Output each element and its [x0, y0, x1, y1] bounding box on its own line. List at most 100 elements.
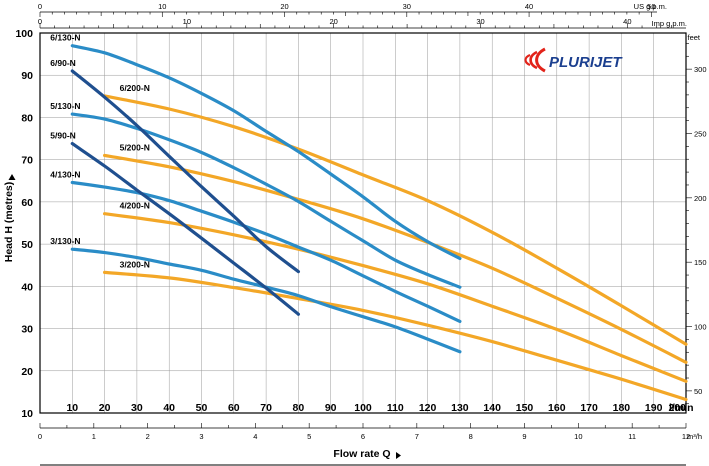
x-tick-label: 190	[645, 402, 663, 414]
us-gpm-tick-label: 0	[38, 2, 42, 11]
x-axis-title: Flow rate Q	[333, 448, 390, 460]
series-label-5-200-n: 5/200-N	[120, 142, 150, 152]
m3h-axis-label: m³/h	[687, 432, 702, 441]
y-tick-label: 30	[21, 324, 33, 336]
series-label-3-200-n: 3/200-N	[120, 259, 150, 269]
x-tick-label: 100	[354, 402, 372, 414]
x-tick-label: 110	[387, 402, 404, 414]
feet-tick-label: 300	[694, 65, 707, 74]
series-line-5-130-n	[70, 112, 462, 289]
imp-gpm-tick-label: 30	[476, 17, 484, 26]
y-tick-label: 10	[21, 408, 33, 420]
series-lines	[70, 44, 688, 402]
m3h-tick-label: 3	[199, 432, 203, 441]
x-tick-label: 20	[99, 402, 111, 414]
x-tick-label: 80	[293, 402, 305, 414]
series-label-6-130-n: 6/130-N	[50, 33, 80, 43]
logo-swoosh-middle-icon	[529, 50, 538, 70]
series-line-3-200-n	[103, 270, 688, 402]
feet-axis-label: feet	[687, 33, 700, 42]
x-tick-label: 200	[668, 402, 686, 414]
imp-gpm-tick-label: 0	[38, 17, 42, 26]
y-tick-label: 20	[21, 366, 33, 378]
y-axis-title: Head H (metres)	[3, 182, 15, 263]
us-gpm-tick-label: 20	[280, 2, 288, 11]
y-tick-label: 50	[21, 239, 33, 251]
m3h-tick-label: 2	[146, 432, 150, 441]
m3h-tick-label: 9	[522, 432, 526, 441]
imp-gpm-axis-label: Imp g.p.m.	[652, 19, 687, 28]
x-tick-label: 150	[516, 402, 534, 414]
m3h-tick-label: 5	[307, 432, 311, 441]
y-tick-label: 40	[21, 281, 33, 293]
series-line-6-130-n	[70, 44, 462, 261]
m3h-tick-label: 0	[38, 432, 42, 441]
y-axis-arrow-icon	[8, 174, 16, 180]
series-line-5-200-n	[103, 153, 688, 364]
imp-gpm-tick-label: 20	[330, 17, 338, 26]
us-gpm-tick-label: 30	[403, 2, 411, 11]
series-line-5-90-n	[70, 142, 300, 316]
series-label-5-90-n: 5/90-N	[50, 131, 76, 141]
x-axis-arrow-icon	[396, 452, 401, 459]
y-tick-label: 100	[15, 28, 33, 40]
m3h-tick-label: 10	[574, 432, 582, 441]
x-tick-label: 140	[483, 402, 501, 414]
x-tick-label: 90	[325, 402, 337, 414]
y-tick-label: 70	[21, 155, 33, 167]
m3h-tick-label: 7	[415, 432, 419, 441]
imp-gpm-tick-label: 10	[183, 17, 191, 26]
brand-name: PLURIJET	[549, 54, 623, 71]
feet-tick-label: 150	[694, 258, 707, 267]
x-tick-label: 130	[451, 402, 469, 414]
x-tick-label: 120	[419, 402, 437, 414]
x-tick-label: 180	[613, 402, 631, 414]
series-label-3-130-n: 3/130-N	[50, 236, 80, 246]
x-tick-label: 30	[131, 402, 143, 414]
axes	[39, 11, 692, 429]
m3h-tick-label: 4	[253, 432, 257, 441]
tick-labels: 10 20 30 40 50 60 70 80 90 100 110 120 130 140 150 160 1…	[15, 2, 706, 441]
series-label-5-130-n: 5/130-N	[50, 101, 80, 111]
x-tick-label: 170	[580, 402, 598, 414]
x-tick-label: 60	[228, 402, 240, 414]
feet-tick-label: 100	[694, 323, 707, 332]
m3h-tick-label: 11	[628, 432, 636, 441]
us-gpm-tick-label: 40	[525, 2, 533, 11]
series-label-4-130-n: 4/130-N	[50, 169, 80, 179]
plot-frame	[39, 32, 687, 414]
m3h-tick-label: 12	[682, 432, 690, 441]
x-unit-label: l/min	[669, 402, 694, 414]
us-gpm-axis-label: US g.p.m.	[634, 2, 667, 11]
feet-tick-label: 250	[694, 129, 707, 138]
y-tick-label: 60	[21, 197, 33, 209]
series-line-4-130-n	[70, 180, 462, 323]
us-gpm-tick-label: 50	[647, 2, 655, 11]
y-tick-label: 90	[21, 70, 33, 82]
feet-tick-label: 200	[694, 194, 707, 203]
series-line-6-200-n	[103, 94, 688, 346]
y-tick-label: 80	[21, 112, 33, 124]
x-tick-label: 50	[196, 402, 208, 414]
imp-gpm-tick-label: 40	[623, 17, 631, 26]
series-label-4-200-n: 4/200-N	[120, 201, 150, 211]
us-gpm-tick-label: 10	[158, 2, 166, 11]
series-line-4-200-n	[103, 212, 688, 383]
x-tick-label: 10	[66, 402, 78, 414]
x-tick-label: 40	[163, 402, 175, 414]
plurijet-logo: PLURIJET	[524, 47, 623, 73]
series-line-6-90-n	[70, 69, 300, 274]
logo-swoosh-inner-icon	[524, 53, 531, 67]
x-tick-label: 160	[548, 402, 566, 414]
m3h-tick-label: 1	[92, 432, 96, 441]
series-label-6-200-n: 6/200-N	[120, 83, 150, 93]
series-labels: 6/90-N 5/90-N 6/130-N 5/130-N 4/130-N 3/130-N…	[50, 33, 150, 270]
m3h-tick-label: 6	[361, 432, 365, 441]
feet-tick-label: 50	[694, 387, 702, 396]
m3h-tick-label: 8	[469, 432, 473, 441]
series-label-6-90-n: 6/90-N	[50, 58, 76, 68]
logo-swoosh-outer-icon	[535, 47, 546, 73]
x-tick-label: 70	[260, 402, 272, 414]
